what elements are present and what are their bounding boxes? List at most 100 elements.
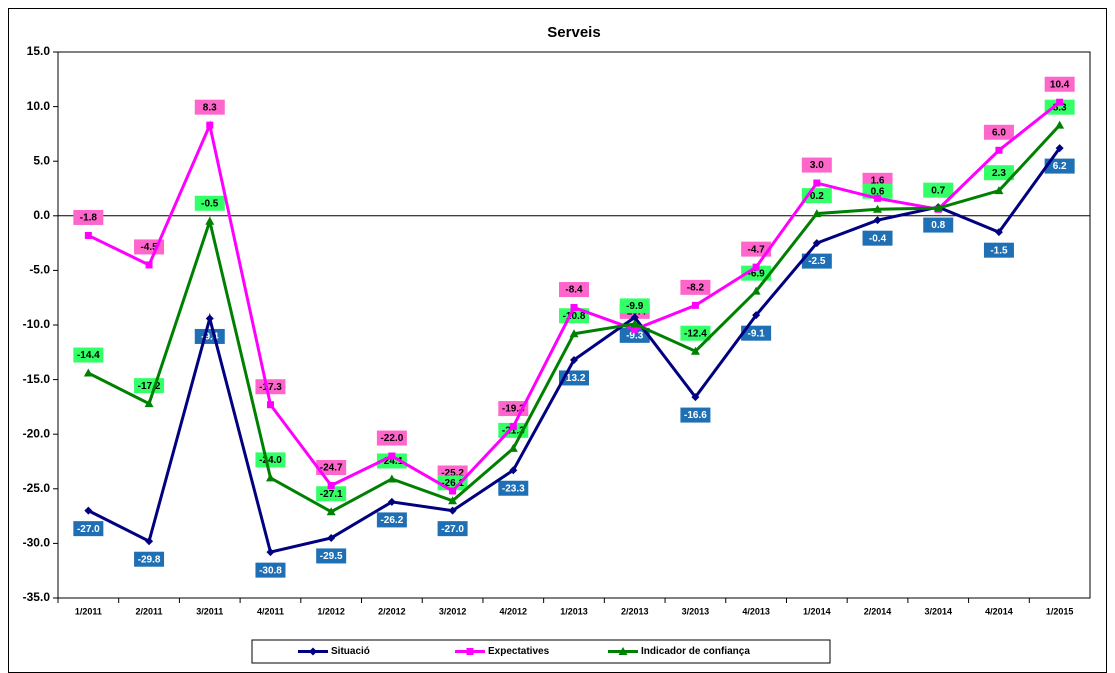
value-label: -17.2 [138,381,161,392]
y-tick-label: -20.0 [23,426,51,440]
x-tick-label: 2/2014 [864,606,892,616]
marker [1055,144,1064,153]
x-tick-label: 3/2014 [924,606,952,616]
y-tick-label: 10.0 [27,99,51,113]
marker [266,548,275,557]
value-label: -2.5 [808,256,826,267]
marker [933,203,943,212]
x-tick-label: 1/2013 [560,606,588,616]
value-label: -8.2 [687,282,705,293]
marker [874,194,882,202]
value-label: -6.9 [748,268,766,279]
value-label-box [255,452,286,468]
value-label: -25.2 [441,468,464,479]
marker [508,443,518,452]
y-tick-label: 5.0 [33,153,50,167]
value-label-box [376,430,407,446]
value-label-box [862,230,893,246]
marker [509,423,517,431]
value-label: -13.2 [563,373,586,384]
value-label: -21.3 [502,426,525,437]
x-tick-label: 1/2011 [75,606,102,616]
value-label: -26.1 [441,478,464,489]
marker [83,368,93,377]
marker [266,401,274,409]
marker [752,263,760,271]
marker [327,533,336,542]
marker [206,121,214,129]
marker [813,179,821,187]
x-tick-label: 2/2013 [621,606,649,616]
value-label-box [619,327,650,343]
value-label-box [983,124,1014,140]
value-label: -23.3 [502,483,525,494]
value-label: 6.0 [992,127,1006,138]
value-label: -9.4 [201,332,219,343]
value-label: 2.3 [992,168,1006,179]
marker [327,482,335,490]
value-label-box [194,195,225,211]
value-label-box [194,99,225,115]
marker [570,355,578,364]
marker [448,506,457,515]
marker [691,393,700,402]
marker [873,216,882,225]
value-label-box [923,217,954,233]
marker [630,319,640,328]
marker [448,496,458,505]
value-label: -29.5 [320,551,343,562]
value-label: -10.8 [563,311,586,322]
y-tick-label: -10.0 [23,317,51,331]
value-label: -9.9 [626,301,644,312]
value-label: -24.1 [380,456,403,467]
value-label: -1.8 [80,213,98,224]
x-tick-label: 2/2012 [378,606,406,616]
value-label: -4.5 [140,242,158,253]
value-label: -0.5 [201,198,219,209]
marker [265,473,275,482]
y-tick-label: -5.0 [29,263,50,277]
legend-label: Situació [331,646,370,657]
marker [205,314,214,323]
value-label: -17.3 [259,382,282,393]
value-label-box [498,480,529,496]
value-label-box [1044,76,1075,92]
value-label-box [1044,99,1075,115]
value-label: -24.7 [320,463,343,474]
marker [570,304,578,312]
marker [145,261,153,269]
marker [205,216,215,225]
value-label: -19.3 [502,404,525,415]
value-label: -14.4 [77,350,100,361]
marker [994,186,1004,195]
value-label: -0.4 [869,233,887,244]
marker [509,466,518,475]
marker [873,204,883,213]
plot-area [57,51,1091,599]
marker [1056,98,1064,106]
value-label-box [741,241,772,257]
value-label-box [316,548,347,564]
marker [752,311,761,320]
marker [449,487,457,495]
value-label: -24.0 [259,455,282,466]
value-label-box [801,157,832,173]
marker [630,313,639,322]
marker [387,497,396,506]
marker [812,209,822,218]
marker [326,507,336,516]
value-label: -30.8 [259,565,282,576]
value-label: -27.0 [77,524,100,535]
marker [309,647,317,656]
legend [251,639,831,664]
marker [690,346,700,355]
marker [995,146,1003,154]
value-label: 0.2 [810,191,824,202]
y-tick-label: -15.0 [23,372,51,386]
value-label-box [316,460,347,476]
value-label: -8.4 [565,285,583,296]
value-label: 0.7 [931,185,945,196]
y-tick-label: -25.0 [23,481,51,495]
marker [466,648,474,655]
